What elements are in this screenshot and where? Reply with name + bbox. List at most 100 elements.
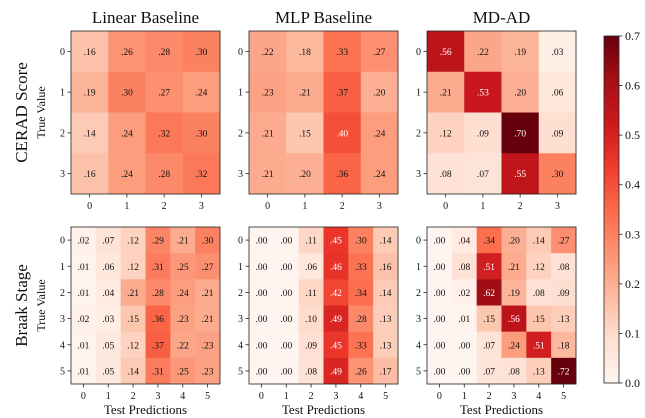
cell-value-label: .00	[255, 263, 267, 273]
cell-value-label: .32	[195, 170, 207, 180]
cell-value-label: .15	[299, 129, 311, 139]
cell-value-label: .19	[514, 48, 526, 58]
heatmap-cell	[501, 153, 540, 195]
heatmap-cell	[95, 253, 121, 280]
heatmap-cell	[182, 31, 221, 73]
cell-value-label: .00	[280, 341, 292, 351]
x-tick-label: 0	[81, 391, 86, 402]
cell-value-label: .02	[77, 315, 89, 325]
y-tick-label: 3	[60, 314, 65, 325]
heatmap-cell	[427, 279, 453, 306]
heatmap-cell	[298, 331, 324, 359]
colorbar-tick-label: 0.2	[625, 277, 640, 291]
cell-value-label: .01	[77, 263, 89, 273]
cell-value-label: .25	[177, 263, 189, 273]
cell-value-label: .22	[477, 48, 489, 58]
cell-value-label: .27	[158, 89, 170, 99]
cell-value-label: .37	[152, 341, 164, 351]
y-axis-label: True Value	[34, 279, 48, 331]
cell-value-label: .09	[551, 129, 563, 139]
cell-value-label: .08	[508, 367, 520, 377]
heatmap-cell	[249, 153, 287, 195]
heatmap-cell	[451, 279, 477, 306]
cell-value-label: .72	[558, 367, 570, 377]
cell-value-label: .23	[177, 315, 189, 325]
cell-value-label: .21	[127, 289, 139, 299]
heatmap-cell	[476, 227, 502, 254]
cell-value-label: .20	[373, 89, 385, 99]
cell-value-label: .02	[77, 237, 89, 247]
heatmap-cell	[551, 305, 577, 332]
heatmap-cell	[182, 71, 221, 113]
heatmap-cell	[427, 227, 453, 254]
heatmap-cell	[348, 227, 374, 254]
cell-value-label: .00	[433, 289, 445, 299]
cell-value-label: .08	[305, 367, 317, 377]
colorbar-tick-label: 0.4	[625, 178, 640, 192]
heatmap-cell	[170, 305, 196, 332]
heatmap-cell	[348, 305, 374, 332]
y-tick-label: 3	[238, 169, 243, 180]
cell-value-label: .15	[127, 315, 139, 325]
cell-value-label: .42	[330, 289, 342, 299]
x-tick-label: 2	[340, 201, 345, 212]
x-tick-label: 4	[536, 391, 541, 402]
y-tick-label: 5	[238, 366, 243, 377]
heatmap-cell	[145, 112, 184, 154]
cell-value-label: .14	[533, 237, 545, 247]
x-axis-label: Test Predictions	[460, 402, 543, 417]
heatmap-cell	[323, 112, 362, 154]
heatmap-cell	[501, 227, 527, 254]
heatmap-cell	[501, 31, 540, 73]
heatmap-cell	[273, 331, 299, 359]
heatmap-cell	[182, 112, 221, 154]
y-tick-label: 2	[238, 288, 243, 299]
column-title: Linear Baseline	[92, 8, 199, 27]
heatmap-cell	[145, 227, 171, 254]
cell-value-label: .49	[330, 315, 342, 325]
colorbar-tick-label: 0.6	[625, 79, 640, 93]
heatmap-cell	[526, 331, 552, 359]
heatmap-cell	[476, 279, 502, 306]
heatmap-cell	[373, 357, 399, 385]
heatmap-cell	[501, 357, 527, 385]
cell-value-label: .24	[121, 170, 133, 180]
cell-value-label: .53	[477, 89, 489, 99]
heatmap-cell	[170, 357, 196, 385]
cell-value-label: .24	[373, 129, 385, 139]
cell-value-label: .24	[177, 289, 189, 299]
y-tick-label: 2	[238, 128, 243, 139]
cell-value-label: .40	[336, 129, 348, 139]
x-tick-label: 1	[106, 391, 111, 402]
heatmap-cell	[249, 331, 275, 359]
heatmap-cell	[323, 253, 349, 280]
cell-value-label: .46	[330, 263, 342, 273]
cell-value-label: .00	[255, 289, 267, 299]
heatmap-cell	[195, 279, 221, 306]
cell-value-label: .00	[255, 367, 267, 377]
heatmap-cell	[323, 227, 349, 254]
cell-value-label: .04	[458, 237, 470, 247]
cell-value-label: .27	[373, 48, 385, 58]
panel-frame	[248, 30, 399, 195]
heatmap-cell	[538, 112, 577, 154]
cell-value-label: .00	[458, 367, 470, 377]
heatmap-cell	[249, 357, 275, 385]
heatmap-cell	[145, 71, 184, 113]
heatmap-cell	[120, 227, 146, 254]
panel-frame	[70, 226, 221, 385]
cell-value-label: .33	[355, 341, 367, 351]
heatmap-cell	[451, 331, 477, 359]
x-tick-label: 2	[487, 391, 492, 402]
heatmap-cell	[71, 331, 97, 359]
cell-value-label: .20	[299, 170, 311, 180]
heatmap-cell	[373, 279, 399, 306]
heatmap-cell	[476, 357, 502, 385]
heatmap-cell	[120, 279, 146, 306]
cell-value-label: .30	[202, 237, 214, 247]
cell-value-label: .12	[127, 263, 139, 273]
cell-value-label: .01	[77, 289, 89, 299]
heatmap-cell	[476, 331, 502, 359]
cell-value-label: .00	[433, 341, 445, 351]
cell-value-label: .30	[551, 170, 563, 180]
